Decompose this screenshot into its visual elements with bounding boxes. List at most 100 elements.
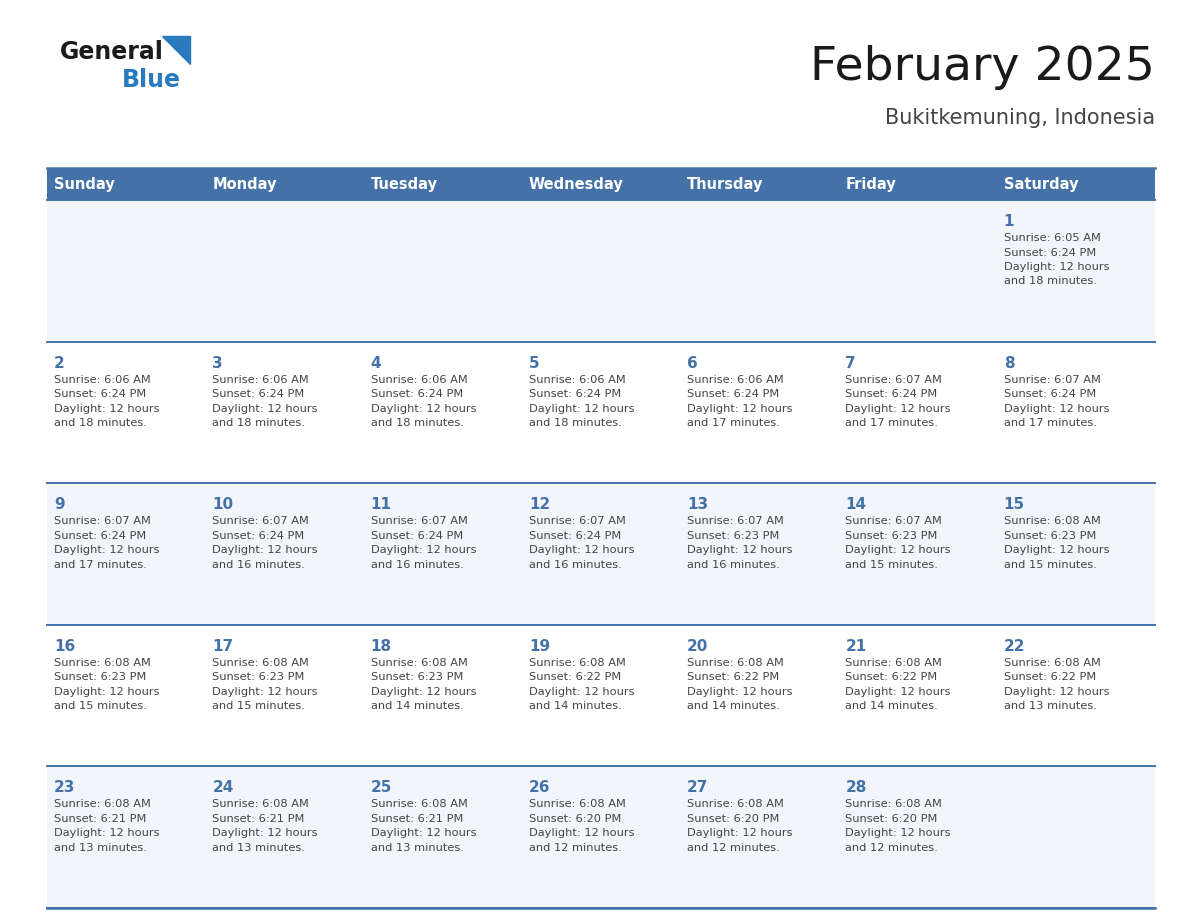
Text: Daylight: 12 hours: Daylight: 12 hours — [529, 687, 634, 697]
Text: and 16 minutes.: and 16 minutes. — [687, 560, 779, 570]
Text: 15: 15 — [1004, 498, 1025, 512]
Text: and 16 minutes.: and 16 minutes. — [371, 560, 463, 570]
Text: Daylight: 12 hours: Daylight: 12 hours — [371, 828, 476, 838]
Text: and 12 minutes.: and 12 minutes. — [529, 843, 621, 853]
Text: 4: 4 — [371, 355, 381, 371]
Text: Sunset: 6:23 PM: Sunset: 6:23 PM — [846, 531, 937, 541]
Text: Sunrise: 6:08 AM: Sunrise: 6:08 AM — [213, 658, 309, 667]
Text: 18: 18 — [371, 639, 392, 654]
Text: 7: 7 — [846, 355, 857, 371]
Text: Friday: Friday — [846, 176, 896, 192]
Text: Daylight: 12 hours: Daylight: 12 hours — [1004, 404, 1110, 414]
Text: Sunset: 6:23 PM: Sunset: 6:23 PM — [53, 672, 146, 682]
Text: Sunrise: 6:06 AM: Sunrise: 6:06 AM — [53, 375, 151, 385]
Bar — [48, 168, 1155, 200]
Text: Sunrise: 6:06 AM: Sunrise: 6:06 AM — [529, 375, 626, 385]
Text: Sunrise: 6:07 AM: Sunrise: 6:07 AM — [53, 516, 151, 526]
Text: and 15 minutes.: and 15 minutes. — [213, 701, 305, 711]
Text: and 15 minutes.: and 15 minutes. — [53, 701, 147, 711]
Text: 5: 5 — [529, 355, 539, 371]
Text: 11: 11 — [371, 498, 392, 512]
Text: 20: 20 — [687, 639, 708, 654]
Text: 6: 6 — [687, 355, 697, 371]
Text: Sunset: 6:23 PM: Sunset: 6:23 PM — [687, 531, 779, 541]
Text: 19: 19 — [529, 639, 550, 654]
Text: Sunset: 6:24 PM: Sunset: 6:24 PM — [53, 389, 146, 399]
Text: and 17 minutes.: and 17 minutes. — [687, 418, 781, 428]
Text: Sunset: 6:22 PM: Sunset: 6:22 PM — [687, 672, 779, 682]
Text: and 17 minutes.: and 17 minutes. — [846, 418, 939, 428]
Text: Wednesday: Wednesday — [529, 176, 624, 192]
Bar — [48, 341, 1155, 483]
Text: 25: 25 — [371, 780, 392, 795]
Text: Daylight: 12 hours: Daylight: 12 hours — [846, 545, 950, 555]
Text: 10: 10 — [213, 498, 233, 512]
Text: 26: 26 — [529, 780, 550, 795]
Text: Daylight: 12 hours: Daylight: 12 hours — [529, 828, 634, 838]
Text: Sunset: 6:24 PM: Sunset: 6:24 PM — [371, 531, 463, 541]
Text: Sunset: 6:24 PM: Sunset: 6:24 PM — [846, 389, 937, 399]
Text: Daylight: 12 hours: Daylight: 12 hours — [846, 404, 950, 414]
Text: Sunset: 6:24 PM: Sunset: 6:24 PM — [1004, 248, 1097, 258]
Text: and 14 minutes.: and 14 minutes. — [687, 701, 779, 711]
Text: Sunrise: 6:08 AM: Sunrise: 6:08 AM — [53, 658, 151, 667]
Text: Sunrise: 6:08 AM: Sunrise: 6:08 AM — [213, 800, 309, 810]
Text: Daylight: 12 hours: Daylight: 12 hours — [846, 687, 950, 697]
Text: 21: 21 — [846, 639, 867, 654]
Text: Sunset: 6:22 PM: Sunset: 6:22 PM — [1004, 672, 1097, 682]
Text: Sunday: Sunday — [53, 176, 115, 192]
Text: and 13 minutes.: and 13 minutes. — [1004, 701, 1097, 711]
Text: Sunrise: 6:08 AM: Sunrise: 6:08 AM — [1004, 516, 1100, 526]
Text: 8: 8 — [1004, 355, 1015, 371]
Text: Daylight: 12 hours: Daylight: 12 hours — [1004, 262, 1110, 272]
Text: Sunset: 6:24 PM: Sunset: 6:24 PM — [529, 531, 621, 541]
Text: Sunset: 6:23 PM: Sunset: 6:23 PM — [213, 672, 304, 682]
Text: 16: 16 — [53, 639, 75, 654]
Text: Sunset: 6:24 PM: Sunset: 6:24 PM — [213, 531, 304, 541]
Text: 1: 1 — [1004, 214, 1015, 229]
Text: Sunset: 6:20 PM: Sunset: 6:20 PM — [529, 814, 621, 823]
Text: and 14 minutes.: and 14 minutes. — [846, 701, 939, 711]
Text: 23: 23 — [53, 780, 75, 795]
Text: Daylight: 12 hours: Daylight: 12 hours — [687, 828, 792, 838]
Text: 13: 13 — [687, 498, 708, 512]
Text: Sunrise: 6:08 AM: Sunrise: 6:08 AM — [687, 800, 784, 810]
Bar — [48, 625, 1155, 767]
Text: and 14 minutes.: and 14 minutes. — [371, 701, 463, 711]
Text: and 15 minutes.: and 15 minutes. — [1004, 560, 1097, 570]
Text: Daylight: 12 hours: Daylight: 12 hours — [371, 404, 476, 414]
Text: and 15 minutes.: and 15 minutes. — [846, 560, 939, 570]
Text: and 18 minutes.: and 18 minutes. — [53, 418, 147, 428]
Text: February 2025: February 2025 — [810, 46, 1155, 91]
Text: 3: 3 — [213, 355, 223, 371]
Text: and 13 minutes.: and 13 minutes. — [213, 843, 305, 853]
Text: Sunset: 6:23 PM: Sunset: 6:23 PM — [1004, 531, 1097, 541]
Text: and 13 minutes.: and 13 minutes. — [371, 843, 463, 853]
Text: Sunrise: 6:08 AM: Sunrise: 6:08 AM — [1004, 658, 1100, 667]
Text: 17: 17 — [213, 639, 233, 654]
Text: Sunrise: 6:06 AM: Sunrise: 6:06 AM — [213, 375, 309, 385]
Text: and 16 minutes.: and 16 minutes. — [529, 560, 621, 570]
Text: Sunrise: 6:08 AM: Sunrise: 6:08 AM — [529, 658, 626, 667]
Text: Sunset: 6:22 PM: Sunset: 6:22 PM — [529, 672, 621, 682]
Text: Sunrise: 6:08 AM: Sunrise: 6:08 AM — [53, 800, 151, 810]
Text: Sunset: 6:20 PM: Sunset: 6:20 PM — [687, 814, 779, 823]
Text: Sunrise: 6:08 AM: Sunrise: 6:08 AM — [846, 800, 942, 810]
Text: Blue: Blue — [122, 68, 181, 92]
Text: Sunset: 6:21 PM: Sunset: 6:21 PM — [53, 814, 146, 823]
Text: and 18 minutes.: and 18 minutes. — [371, 418, 463, 428]
Text: Daylight: 12 hours: Daylight: 12 hours — [53, 404, 159, 414]
Text: Thursday: Thursday — [687, 176, 764, 192]
Text: Sunset: 6:24 PM: Sunset: 6:24 PM — [687, 389, 779, 399]
Text: 14: 14 — [846, 498, 866, 512]
Text: and 17 minutes.: and 17 minutes. — [53, 560, 147, 570]
Text: Daylight: 12 hours: Daylight: 12 hours — [1004, 545, 1110, 555]
Text: Sunset: 6:21 PM: Sunset: 6:21 PM — [371, 814, 463, 823]
Text: 24: 24 — [213, 780, 234, 795]
Text: Sunrise: 6:08 AM: Sunrise: 6:08 AM — [529, 800, 626, 810]
Text: Sunset: 6:24 PM: Sunset: 6:24 PM — [1004, 389, 1097, 399]
Text: Daylight: 12 hours: Daylight: 12 hours — [371, 687, 476, 697]
Text: Daylight: 12 hours: Daylight: 12 hours — [687, 687, 792, 697]
Text: and 18 minutes.: and 18 minutes. — [213, 418, 305, 428]
Text: and 14 minutes.: and 14 minutes. — [529, 701, 621, 711]
